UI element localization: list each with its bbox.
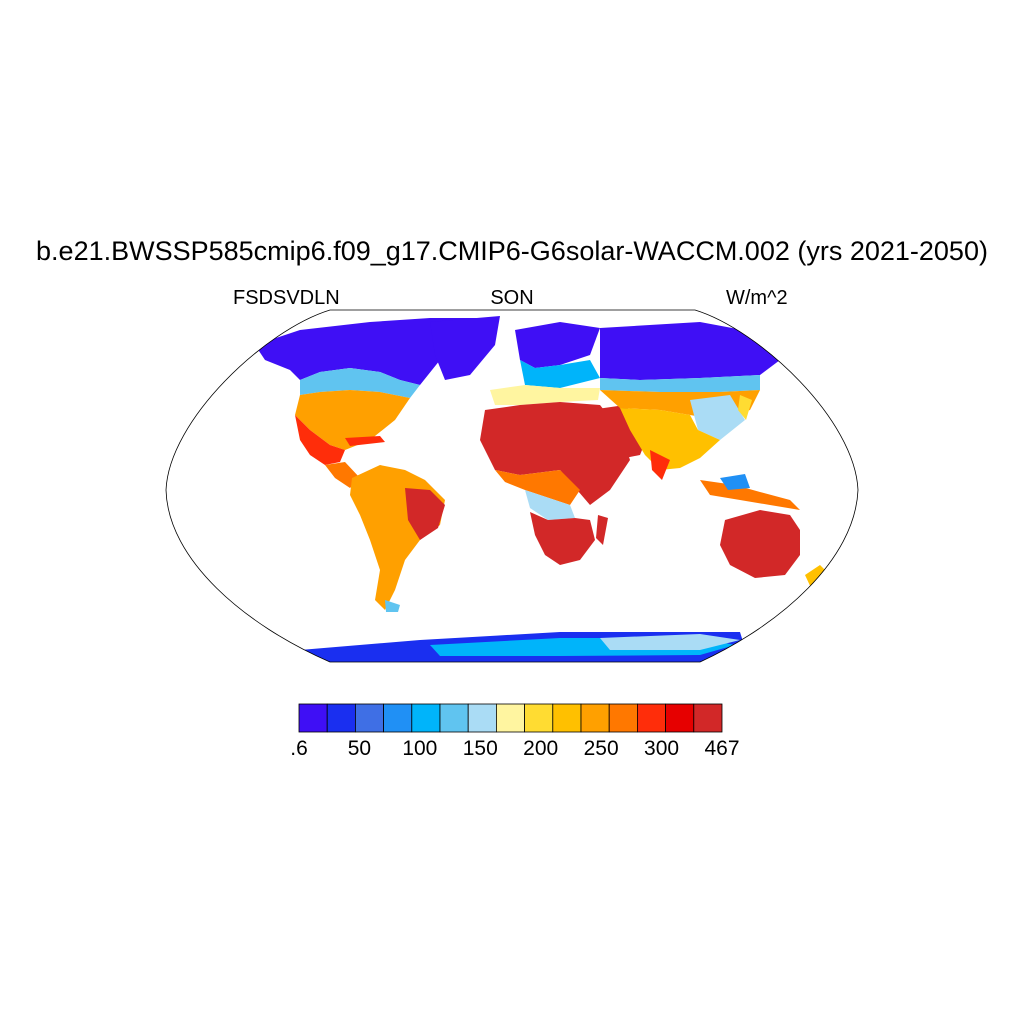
- japan-landmass: [738, 395, 752, 420]
- asia-landmass: [600, 375, 760, 392]
- colorbar-swatch: [665, 703, 695, 733]
- map-boundary: [165, 309, 859, 663]
- africa-landmass: [495, 470, 580, 505]
- season-label: SON: [490, 287, 534, 309]
- europe-landmass: [490, 385, 600, 405]
- colorbar-swatch: [495, 703, 525, 733]
- south-america-landmass: [405, 488, 445, 540]
- south-america-landmass: [385, 600, 400, 612]
- colorbar-swatch: [637, 703, 667, 733]
- australia-landmass: [720, 510, 800, 578]
- north-america-landmass: [300, 368, 420, 398]
- variable-label: FSDSVDLN: [233, 287, 340, 309]
- plot-title: b.e21.BWSSP585cmip6.f09_g17.CMIP6-G6sola…: [36, 236, 988, 266]
- colorbar-tick-label: 200: [523, 737, 559, 760]
- asia-landmass: [600, 322, 780, 380]
- colorbar-tick-label: 467: [704, 737, 740, 760]
- colorbar-swatch: [298, 703, 328, 733]
- colorbar-swatch: [467, 703, 497, 733]
- north-america-landmass: [295, 415, 345, 465]
- africa-landmass: [480, 402, 630, 505]
- indonesia-islands: [720, 474, 750, 490]
- units-label: W/m^2: [726, 287, 788, 309]
- north-america-landmass: [255, 318, 490, 385]
- colorbar-swatch: [524, 703, 554, 733]
- colorbar-swatch: [552, 703, 582, 733]
- colorbar-tick-label: 300: [644, 737, 680, 760]
- africa-landmass: [530, 512, 595, 565]
- europe-landmass: [515, 322, 600, 368]
- colorbar-swatch: [411, 703, 441, 733]
- colorbar-tick-label: .6: [290, 737, 308, 760]
- colorbar-swatch: [608, 703, 638, 733]
- greenland-landmass: [430, 316, 500, 380]
- colorbar-swatch: [326, 703, 356, 733]
- caribbean-islands: [345, 436, 385, 446]
- colorbar-tick-label: 50: [347, 737, 372, 760]
- asia-landmass: [690, 395, 745, 440]
- colorbar-tick-label: 150: [462, 737, 498, 760]
- asia-landmass: [650, 450, 670, 480]
- colorbar-swatch: [693, 703, 723, 733]
- asia-landmass: [620, 408, 720, 470]
- colorbar-tick-label: 250: [583, 737, 619, 760]
- north-america-landmass: [295, 390, 410, 450]
- colorbar-swatch: [383, 703, 413, 733]
- colorbar-tick-label: 100: [402, 737, 438, 760]
- africa-landmass: [525, 490, 575, 520]
- europe-landmass: [520, 360, 600, 388]
- antarctica-landmass: [600, 634, 740, 650]
- colorbar-swatch: [354, 703, 384, 733]
- colorbar-swatch: [439, 703, 469, 733]
- madagascar-landmass: [596, 515, 608, 545]
- colorbar-swatch: [580, 703, 610, 733]
- central-america-landmass: [325, 462, 360, 488]
- indonesia-islands: [700, 480, 800, 510]
